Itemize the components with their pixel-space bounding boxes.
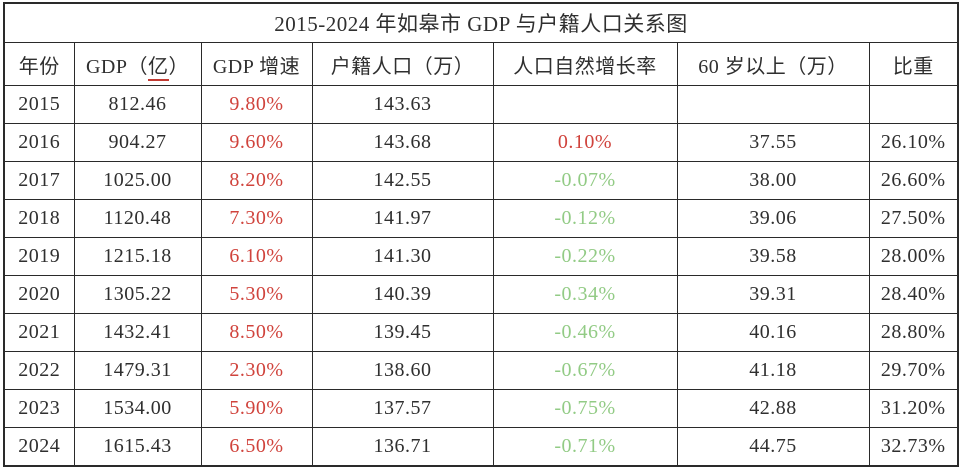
cell-gdp-growth: 9.80% [200, 85, 313, 124]
cell-year: 2020 [3, 275, 75, 314]
cell-gdp: 1479.31 [73, 351, 202, 390]
cell-over60 [676, 85, 870, 124]
cell-gdp: 1534.00 [73, 389, 202, 428]
cell-gdp: 1120.48 [73, 199, 202, 238]
col-header-over60: 60 岁以上（万） [676, 42, 870, 86]
cell-natural-growth: -0.07% [492, 161, 678, 200]
cell-natural-growth: -0.75% [492, 389, 678, 428]
cell-gdp-growth: 6.10% [200, 237, 313, 276]
cell-gdp: 1305.22 [73, 275, 202, 314]
cell-ratio: 28.80% [868, 313, 959, 352]
cell-year: 2023 [3, 389, 75, 428]
table-row: 2019 1215.18 6.10% 141.30 -0.22% 39.58 2… [3, 237, 959, 276]
table-row: 2016 904.27 9.60% 143.68 0.10% 37.55 26.… [3, 123, 959, 162]
table-row: 2023 1534.00 5.90% 137.57 -0.75% 42.88 3… [3, 389, 959, 428]
cell-population: 140.39 [311, 275, 494, 314]
cell-natural-growth: -0.12% [492, 199, 678, 238]
cell-over60: 37.55 [676, 123, 870, 162]
gdp-header-suffix: ） [168, 55, 189, 78]
gdp-unit-spellcheck-underline: 亿 [148, 55, 169, 81]
cell-natural-growth: -0.22% [492, 237, 678, 276]
cell-gdp: 1615.43 [73, 427, 202, 467]
table-row: 2021 1432.41 8.50% 139.45 -0.46% 40.16 2… [3, 313, 959, 352]
cell-population: 139.45 [311, 313, 494, 352]
col-header-gdp: GDP（亿） [73, 42, 202, 86]
table-row: 2024 1615.43 6.50% 136.71 -0.71% 44.75 3… [3, 427, 959, 467]
table-row: 2018 1120.48 7.30% 141.97 -0.12% 39.06 2… [3, 199, 959, 238]
cell-natural-growth: 0.10% [492, 123, 678, 162]
cell-ratio: 28.00% [868, 237, 959, 276]
cell-over60: 39.31 [676, 275, 870, 314]
table-row: 2015 812.46 9.80% 143.63 [3, 85, 959, 124]
cell-population: 141.97 [311, 199, 494, 238]
col-header-ratio: 比重 [868, 42, 959, 86]
cell-gdp-growth: 5.30% [200, 275, 313, 314]
cell-population: 143.68 [311, 123, 494, 162]
gdp-population-table: 2015-2024 年如皋市 GDP 与户籍人口关系图 年份 GDP（亿） GD… [3, 2, 959, 467]
cell-ratio: 28.40% [868, 275, 959, 314]
cell-gdp: 1432.41 [73, 313, 202, 352]
cell-year: 2024 [3, 427, 75, 467]
cell-gdp-growth: 5.90% [200, 389, 313, 428]
cell-ratio [868, 85, 959, 124]
table-row: 2020 1305.22 5.30% 140.39 -0.34% 39.31 2… [3, 275, 959, 314]
cell-year: 2021 [3, 313, 75, 352]
cell-ratio: 29.70% [868, 351, 959, 390]
cell-year: 2017 [3, 161, 75, 200]
cell-over60: 44.75 [676, 427, 870, 467]
cell-natural-growth: -0.67% [492, 351, 678, 390]
cell-year: 2015 [3, 85, 75, 124]
table-row: 2022 1479.31 2.30% 138.60 -0.67% 41.18 2… [3, 351, 959, 390]
cell-year: 2016 [3, 123, 75, 162]
cell-population: 142.55 [311, 161, 494, 200]
cell-population: 136.71 [311, 427, 494, 467]
col-header-gdp-growth: GDP 增速 [200, 42, 313, 86]
table-title-row: 2015-2024 年如皋市 GDP 与户籍人口关系图 [3, 2, 959, 43]
cell-gdp: 904.27 [73, 123, 202, 162]
cell-gdp-growth: 7.30% [200, 199, 313, 238]
gdp-header-prefix: GDP（ [85, 55, 148, 78]
cell-gdp-growth: 8.20% [200, 161, 313, 200]
cell-year: 2022 [3, 351, 75, 390]
cell-ratio: 26.10% [868, 123, 959, 162]
col-header-year: 年份 [3, 42, 75, 86]
cell-ratio: 31.20% [868, 389, 959, 428]
table-row: 2017 1025.00 8.20% 142.55 -0.07% 38.00 2… [3, 161, 959, 200]
cell-natural-growth [492, 85, 678, 124]
cell-ratio: 27.50% [868, 199, 959, 238]
cell-year: 2019 [3, 237, 75, 276]
cell-gdp-growth: 6.50% [200, 427, 313, 467]
cell-population: 143.63 [311, 85, 494, 124]
cell-gdp: 1025.00 [73, 161, 202, 200]
cell-gdp-growth: 9.60% [200, 123, 313, 162]
cell-gdp: 1215.18 [73, 237, 202, 276]
cell-natural-growth: -0.34% [492, 275, 678, 314]
cell-gdp-growth: 2.30% [200, 351, 313, 390]
cell-population: 138.60 [311, 351, 494, 390]
cell-natural-growth: -0.46% [492, 313, 678, 352]
cell-over60: 42.88 [676, 389, 870, 428]
cell-ratio: 32.73% [868, 427, 959, 467]
cell-over60: 39.06 [676, 199, 870, 238]
table-title: 2015-2024 年如皋市 GDP 与户籍人口关系图 [3, 2, 959, 43]
col-header-natural-growth: 人口自然增长率 [492, 42, 678, 86]
cell-ratio: 26.60% [868, 161, 959, 200]
cell-over60: 39.58 [676, 237, 870, 276]
cell-natural-growth: -0.71% [492, 427, 678, 467]
cell-over60: 41.18 [676, 351, 870, 390]
cell-gdp: 812.46 [73, 85, 202, 124]
cell-over60: 38.00 [676, 161, 870, 200]
cell-population: 141.30 [311, 237, 494, 276]
cell-over60: 40.16 [676, 313, 870, 352]
table-header-row: 年份 GDP（亿） GDP 增速 户籍人口（万） 人口自然增长率 60 岁以上（… [3, 42, 959, 86]
cell-year: 2018 [3, 199, 75, 238]
cell-population: 137.57 [311, 389, 494, 428]
col-header-population: 户籍人口（万） [311, 42, 494, 86]
cell-gdp-growth: 8.50% [200, 313, 313, 352]
